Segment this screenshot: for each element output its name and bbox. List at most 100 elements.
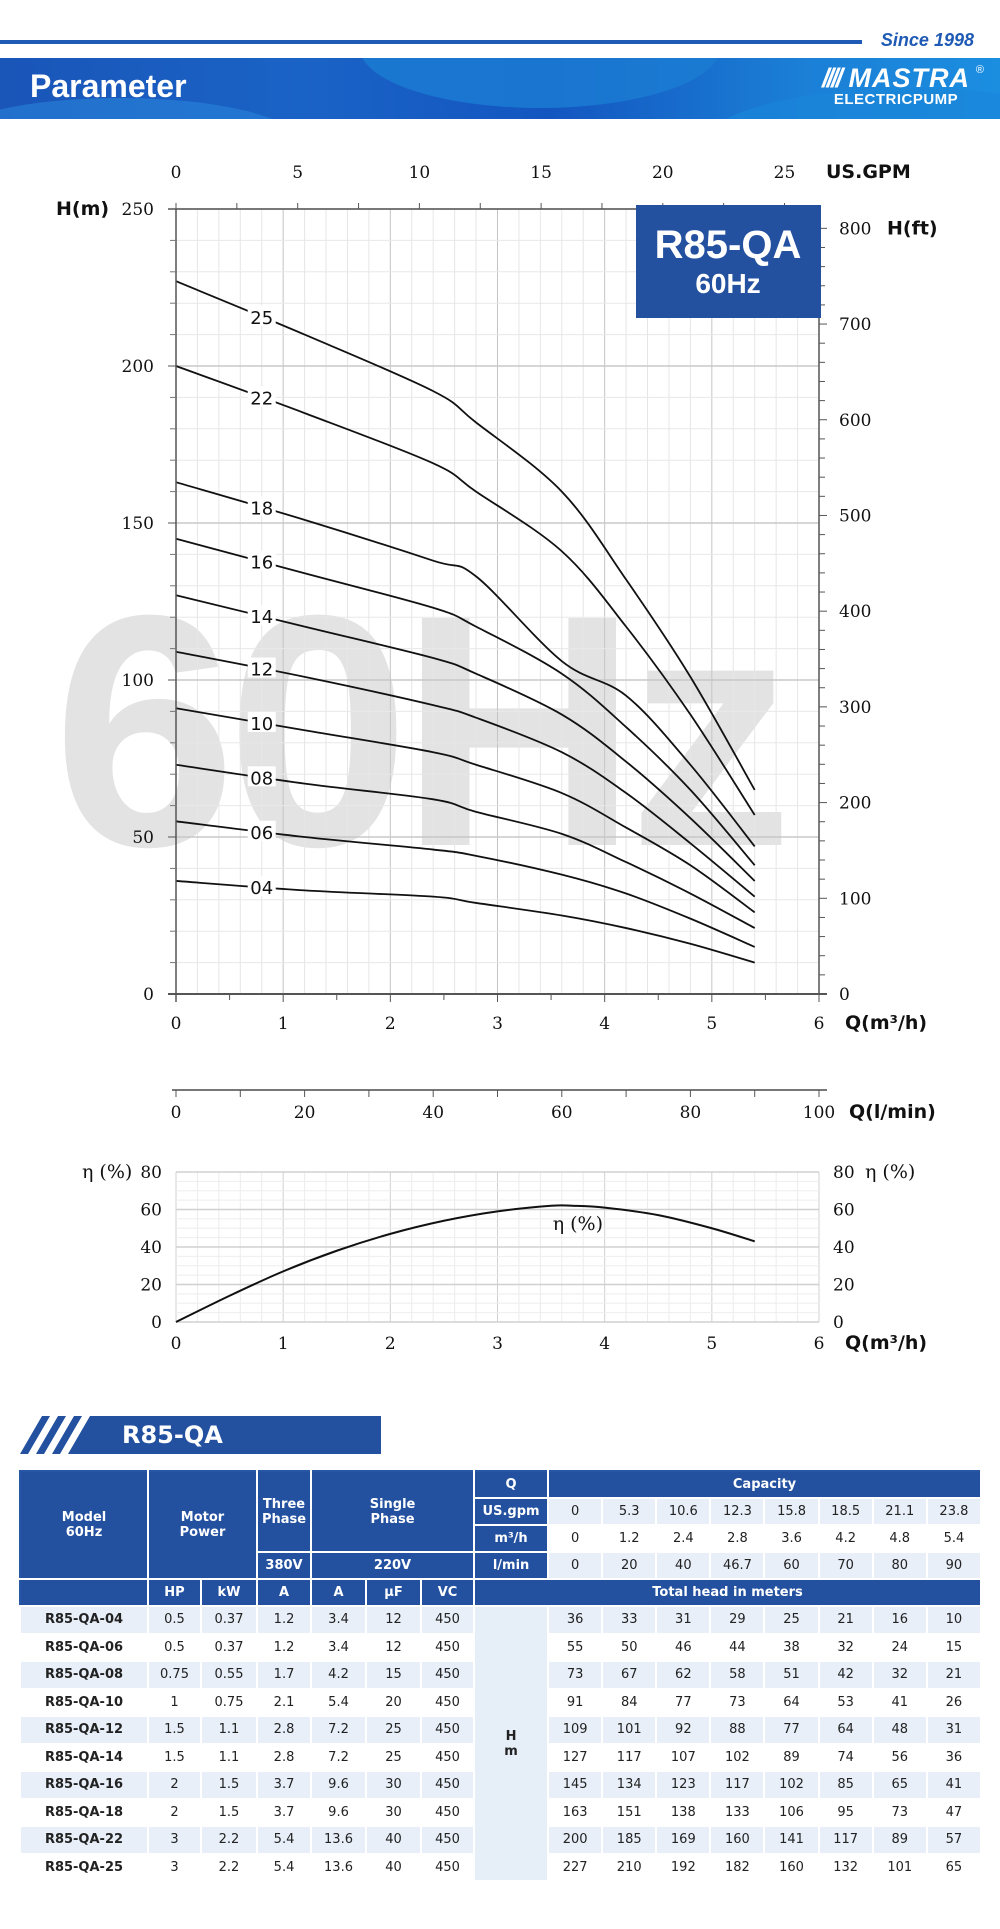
watermark-text: 60Hz	[53, 546, 783, 915]
table-cell: 3.7	[256, 1797, 313, 1827]
svg-text:80: 80	[140, 1163, 162, 1183]
page-title: Parameter	[30, 68, 187, 104]
svg-text:0: 0	[151, 1313, 162, 1333]
table-cell: 0.37	[199, 1605, 259, 1635]
svg-text:2: 2	[385, 1014, 396, 1034]
head-value-cell: 77	[763, 1715, 820, 1745]
curve-label: 08	[250, 768, 273, 789]
table-cell: 0.55	[199, 1660, 259, 1690]
head-value-cell: 109	[547, 1715, 604, 1745]
head-value-cell: 31	[925, 1715, 983, 1745]
head-value-cell: 160	[709, 1825, 766, 1855]
svg-text:0: 0	[171, 1334, 182, 1354]
table-row: R85-QA-18 2 1.5 3.7 9.6 30 450 163 151 138 133 106 9…	[19, 1797, 983, 1827]
row-header-m3h: m³/h	[474, 1525, 550, 1553]
head-curve-10	[175, 707, 756, 914]
capacity-cell: 15.8	[763, 1497, 820, 1526]
table-cell: R85-QA-18	[19, 1797, 149, 1827]
header-banner: Parameter //// MASTRA ® ELECTRICPUMP	[0, 58, 1000, 119]
capacity-cell: 23.8	[925, 1497, 983, 1526]
head-value-cell: 163	[547, 1797, 604, 1827]
svg-text:20: 20	[140, 1276, 162, 1296]
table-cell: 5.4	[256, 1852, 313, 1882]
capacity-cell: 0	[547, 1524, 604, 1553]
table-cell: 9.6	[310, 1797, 368, 1827]
svg-text:20: 20	[833, 1276, 855, 1296]
head-value-cell: 141	[763, 1825, 820, 1855]
svg-text:5: 5	[706, 1334, 717, 1354]
table-cell: R85-QA-22	[19, 1825, 149, 1855]
table-cell: 450	[420, 1605, 476, 1635]
eta-left-label: η (%)	[82, 1161, 132, 1183]
head-value-cell: 56	[871, 1742, 928, 1772]
head-curve-16	[175, 537, 756, 866]
head-value-cell: 117	[601, 1742, 658, 1772]
svg-text:0: 0	[171, 1103, 182, 1123]
logo-wordmark: MASTRA	[848, 63, 970, 93]
table-cell: 12	[365, 1605, 423, 1635]
table-cell: 40	[365, 1852, 423, 1882]
head-value-cell: 73	[871, 1797, 928, 1827]
efficiency-grid	[175, 1171, 820, 1323]
svg-text:200: 200	[122, 357, 154, 377]
svg-text:150: 150	[122, 514, 154, 534]
svg-text:800: 800	[839, 219, 871, 239]
svg-text:6: 6	[814, 1014, 825, 1034]
head-value-cell: 62	[655, 1660, 712, 1690]
table-cell: 450	[420, 1632, 476, 1662]
svg-text:25: 25	[774, 163, 796, 183]
head-value-cell: 57	[925, 1825, 983, 1855]
h-ft-label: H(ft)	[887, 217, 938, 239]
table-cell: 0.75	[199, 1687, 259, 1717]
efficiency-line	[175, 1204, 755, 1323]
head-value-cell: 117	[817, 1825, 874, 1855]
svg-text:4: 4	[599, 1334, 610, 1354]
head-value-cell: 31	[655, 1605, 712, 1635]
capacity-cell: 0	[547, 1551, 604, 1580]
stripe-icon	[20, 1416, 50, 1454]
svg-text:0: 0	[143, 985, 154, 1005]
table-cell: 0.37	[199, 1632, 259, 1662]
head-value-cell: 101	[871, 1852, 928, 1882]
table-cell: R85-QA-06	[19, 1632, 149, 1662]
head-curve-04	[175, 880, 755, 964]
col-header-220v: 220V	[311, 1552, 476, 1580]
col-header-total-head: Total head in meters	[474, 1579, 982, 1607]
head-value-cell: 73	[709, 1687, 766, 1717]
head-value-cell: 33	[601, 1605, 658, 1635]
stripe-icon	[36, 1416, 66, 1454]
col-header-q: Q	[474, 1471, 550, 1499]
col-header-capacity: Capacity	[548, 1471, 982, 1499]
brand-logo: //// MASTRA ® ELECTRICPUMP	[821, 63, 984, 108]
head-value-cell: 51	[763, 1660, 820, 1690]
capacity-cell: 40	[655, 1551, 712, 1580]
head-value-cell: 107	[655, 1742, 712, 1772]
table-cell: R85-QA-08	[19, 1660, 149, 1690]
capacity-cell: 4.8	[871, 1524, 928, 1553]
svg-text:100: 100	[122, 671, 154, 691]
head-value-cell: 41	[925, 1770, 983, 1800]
head-value-cell: 91	[547, 1687, 604, 1717]
model-badge: R85-QA 60Hz	[636, 205, 821, 318]
capacity-cell: 4.2	[817, 1524, 874, 1553]
logo-mark: //// MASTRA	[821, 63, 970, 93]
table-cell: 25	[365, 1715, 423, 1745]
table-cell: 30	[365, 1770, 423, 1800]
table-cell: 1.5	[199, 1797, 259, 1827]
table-cell: 30	[365, 1797, 423, 1827]
head-value-cell: 41	[871, 1687, 928, 1717]
head-value-cell: 88	[709, 1715, 766, 1745]
svg-text:60: 60	[551, 1103, 573, 1123]
svg-text:10: 10	[409, 163, 431, 183]
q-m3h-label: Q(m³/h)	[845, 1012, 927, 1034]
svg-text:40: 40	[422, 1103, 444, 1123]
table-row: R85-QA-06 0.5 0.37 1.2 3.4 12 450 55 50 46 44 38 32 2…	[19, 1632, 983, 1662]
table-cell: 450	[420, 1825, 476, 1855]
curve-label: 12	[250, 659, 273, 680]
curve-label: 14	[250, 607, 273, 628]
head-value-cell: 47	[925, 1797, 983, 1827]
capacity-cell: 21.1	[871, 1497, 928, 1526]
head-value-cell: 102	[763, 1770, 820, 1800]
svg-text:4: 4	[599, 1014, 610, 1034]
table-cell: 1.7	[256, 1660, 313, 1690]
